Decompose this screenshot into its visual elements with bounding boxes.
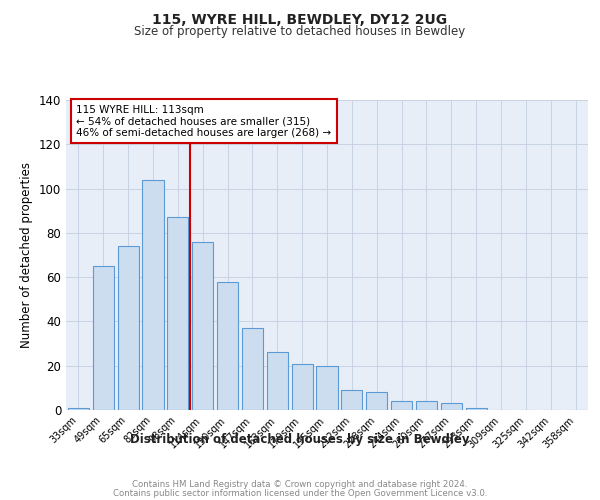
Bar	[316, 366, 338, 410]
Bar	[466, 408, 487, 410]
Bar	[217, 282, 238, 410]
Text: Contains public sector information licensed under the Open Government Licence v3: Contains public sector information licen…	[113, 489, 487, 498]
Text: Size of property relative to detached houses in Bewdley: Size of property relative to detached ho…	[134, 25, 466, 38]
Bar	[242, 328, 263, 410]
Bar	[192, 242, 213, 410]
Bar	[167, 218, 188, 410]
Bar	[93, 266, 114, 410]
Text: 115 WYRE HILL: 113sqm
← 54% of detached houses are smaller (315)
46% of semi-det: 115 WYRE HILL: 113sqm ← 54% of detached …	[76, 104, 332, 138]
Bar	[68, 408, 89, 410]
Bar	[391, 401, 412, 410]
Bar	[441, 404, 462, 410]
Bar	[341, 390, 362, 410]
Bar	[366, 392, 387, 410]
Bar	[292, 364, 313, 410]
Bar	[416, 401, 437, 410]
Text: Contains HM Land Registry data © Crown copyright and database right 2024.: Contains HM Land Registry data © Crown c…	[132, 480, 468, 489]
Bar	[142, 180, 164, 410]
Text: Distribution of detached houses by size in Bewdley: Distribution of detached houses by size …	[130, 432, 470, 446]
Y-axis label: Number of detached properties: Number of detached properties	[20, 162, 33, 348]
Bar	[267, 352, 288, 410]
Text: 115, WYRE HILL, BEWDLEY, DY12 2UG: 115, WYRE HILL, BEWDLEY, DY12 2UG	[152, 12, 448, 26]
Bar	[118, 246, 139, 410]
